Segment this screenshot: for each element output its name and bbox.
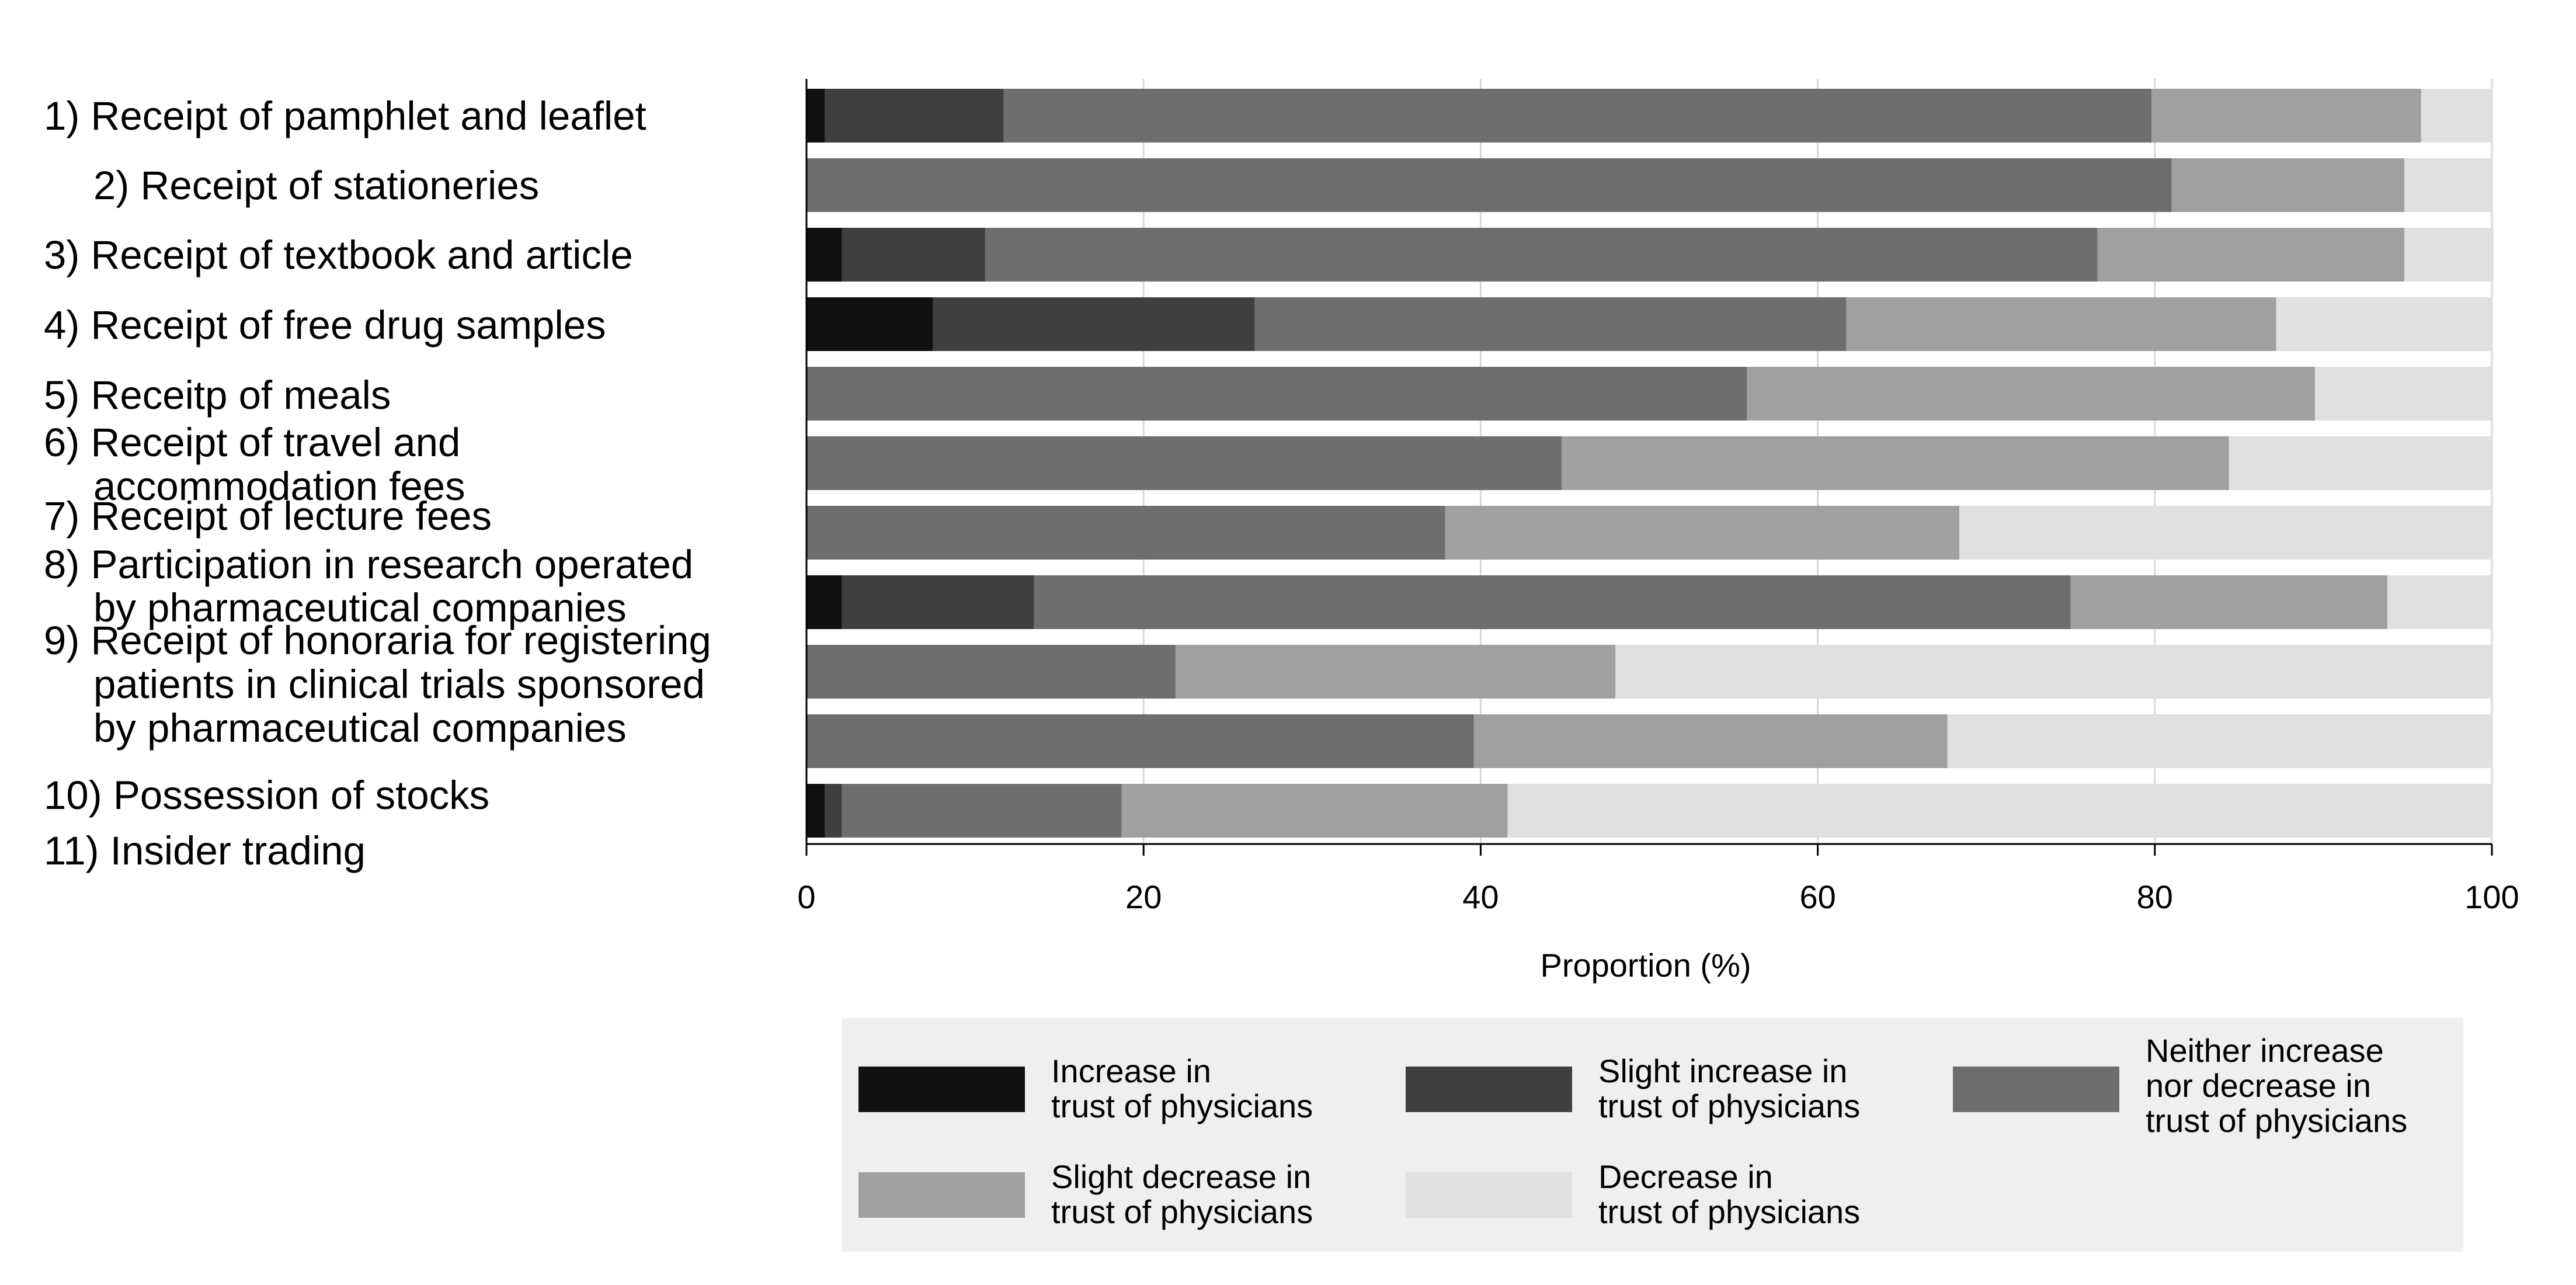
- legend-label-1-line-1: Increase in: [1051, 1053, 1211, 1089]
- category-label-line-11: 9) Receipt of honoraria for registering: [44, 618, 711, 663]
- x-axis-title: Proportion (%): [1540, 947, 1751, 984]
- category-labels: 1) Receipt of pamphlet and leaflet 2) Rec…: [44, 93, 711, 873]
- legend-swatch-2: [1406, 1067, 1572, 1112]
- legend-swatch-4: [858, 1172, 1025, 1218]
- category-label-line-14: 10) Possession of stocks: [44, 773, 489, 818]
- bar-row11-series2: [825, 784, 842, 838]
- bar-row11-series5: [1507, 784, 2492, 838]
- legend-label-1-line-2: trust of physicians: [1051, 1088, 1313, 1124]
- category-label-line-6: 6) Receipt of travel and: [44, 420, 460, 465]
- bar-row8-series3: [1034, 575, 2071, 629]
- bar-row11-series3: [842, 784, 1122, 838]
- category-label-line-13: by pharmaceutical companies: [93, 706, 627, 751]
- bar-row1-series4: [2151, 89, 2421, 143]
- legend-background: [842, 1018, 2463, 1252]
- bar-row9-series3: [806, 645, 1176, 699]
- legend-label-5-line-1: Decrease in: [1598, 1158, 1773, 1195]
- bar-row2-series5: [2404, 158, 2492, 212]
- bar-row3-series5: [2404, 228, 2494, 282]
- bar-row4-series3: [1254, 297, 1847, 351]
- category-label-line-5: 5) Receitp of meals: [44, 373, 391, 418]
- bar-row10-series4: [1473, 714, 1948, 768]
- bar-row10-series3: [806, 714, 1474, 768]
- legend-swatch-1: [858, 1067, 1025, 1112]
- bar-row8-series4: [2070, 575, 2388, 629]
- legend-label-5-line-2: trust of physicians: [1598, 1193, 1860, 1230]
- bar-row11-series1: [806, 784, 825, 838]
- category-label-line-3: 3) Receipt of textbook and article: [44, 232, 633, 277]
- x-tick-label-0: 0: [797, 878, 815, 915]
- legend-label-2-line-1: Slight increase in: [1598, 1053, 1847, 1089]
- bar-row8-series5: [2387, 575, 2492, 629]
- bar-row3-series4: [2097, 228, 2404, 282]
- category-label-line-12: patients in clinical trials sponsored: [93, 662, 705, 707]
- bar-row6-series4: [1561, 436, 2229, 490]
- bar-row1-series3: [1003, 89, 2152, 143]
- legend-label-3-line-1: Neither increase: [2146, 1032, 2384, 1069]
- legend-label-4-line-1: Slight decrease in: [1051, 1158, 1311, 1195]
- bar-row5-series4: [1747, 367, 2315, 421]
- bar-row9-series5: [1615, 645, 2492, 699]
- bar-row10-series5: [1947, 714, 2492, 768]
- x-tick-label-5: 100: [2464, 878, 2519, 915]
- bar-row4-series1: [806, 297, 933, 351]
- bar-row3-series3: [985, 228, 2098, 282]
- legend-label-2-line-2: trust of physicians: [1598, 1088, 1860, 1124]
- legend-label-3-line-3: trust of physicians: [2146, 1102, 2407, 1139]
- bar-row1-series2: [825, 89, 1004, 143]
- bar-row7-series4: [1445, 506, 1960, 560]
- legend-label-3-line-2: nor decrease in: [2146, 1067, 2371, 1104]
- bar-row6-series3: [806, 436, 1562, 490]
- bar-row2-series4: [2171, 158, 2404, 212]
- bar-row9-series4: [1176, 645, 1616, 699]
- category-label-line-15: 11) Insider trading: [44, 828, 366, 873]
- category-label-line-10: by pharmaceutical companies: [93, 585, 627, 630]
- bar-row5-series3: [806, 367, 1747, 421]
- bar-row8-series1: [806, 575, 842, 629]
- bar-row5-series5: [2314, 367, 2492, 421]
- bar-row1-series5: [2421, 89, 2492, 143]
- x-tick-label-3: 60: [1799, 878, 1835, 915]
- bar-row11-series4: [1121, 784, 1508, 838]
- x-tick-label-4: 80: [2137, 878, 2173, 915]
- bar-row6-series5: [2229, 436, 2492, 490]
- category-label-line-4: 4) Receipt of free drug samples: [44, 303, 606, 348]
- bar-row7-series5: [1959, 506, 2492, 560]
- bar-row1-series1: [806, 89, 825, 143]
- legend-swatch-5: [1406, 1172, 1572, 1218]
- legend-swatch-3: [1953, 1067, 2119, 1112]
- legend-label-4-line-2: trust of physicians: [1051, 1193, 1313, 1230]
- category-label-line-1: 1) Receipt of pamphlet and leaflet: [44, 93, 646, 138]
- bar-row3-series2: [842, 228, 985, 282]
- bar-row8-series2: [842, 575, 1034, 629]
- x-tick-label-1: 20: [1125, 878, 1162, 915]
- x-tick-label-2: 40: [1462, 878, 1499, 915]
- category-label-line-2: 2) Receipt of stationeries: [93, 163, 539, 208]
- category-label-line-9: 8) Participation in research operated: [44, 542, 693, 587]
- bar-row4-series4: [1846, 297, 2276, 351]
- x-axis: 0 20 40 60 80 100: [797, 79, 2519, 915]
- bar-row3-series1: [806, 228, 842, 282]
- bar-row4-series5: [2276, 297, 2492, 351]
- bar-row4-series2: [933, 297, 1255, 351]
- bars: [806, 89, 2494, 838]
- bar-row2-series3: [806, 158, 2172, 212]
- bar-row7-series3: [806, 506, 1445, 560]
- category-label-line-7: accommodation fees: [93, 464, 465, 509]
- category-label-line-8: 7) Receipt of lecture fees: [44, 494, 492, 539]
